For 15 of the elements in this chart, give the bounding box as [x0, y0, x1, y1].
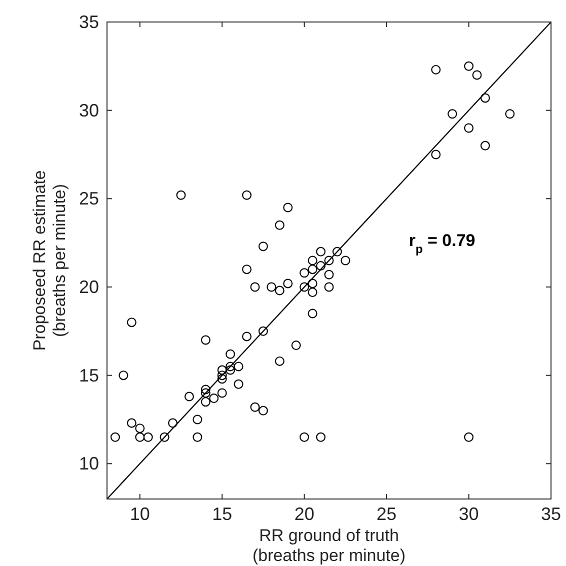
x-tick-label: 15: [212, 504, 232, 524]
y-tick-label: 25: [78, 188, 99, 209]
y-tick-label: 10: [78, 454, 99, 474]
x-tick-label: 25: [376, 504, 397, 524]
y-axis-title: Proposeed RR estimate (breaths per minute): [30, 170, 69, 351]
x-tick-label: 10: [130, 504, 150, 524]
y-tick-label: 15: [78, 365, 99, 386]
x-tick-label: 35: [540, 504, 562, 524]
y-tick-label: 35: [78, 12, 99, 32]
x-tick-label: 30: [458, 504, 479, 524]
x-axis-title: RR ground of truth (breaths per minute): [252, 526, 406, 565]
y-tick-label: 30: [78, 100, 99, 120]
y-tick-label: 20: [78, 277, 99, 297]
annotation: r$_{p}$ = 0.79: [408, 231, 476, 256]
x-tick-label: 20: [294, 504, 314, 524]
